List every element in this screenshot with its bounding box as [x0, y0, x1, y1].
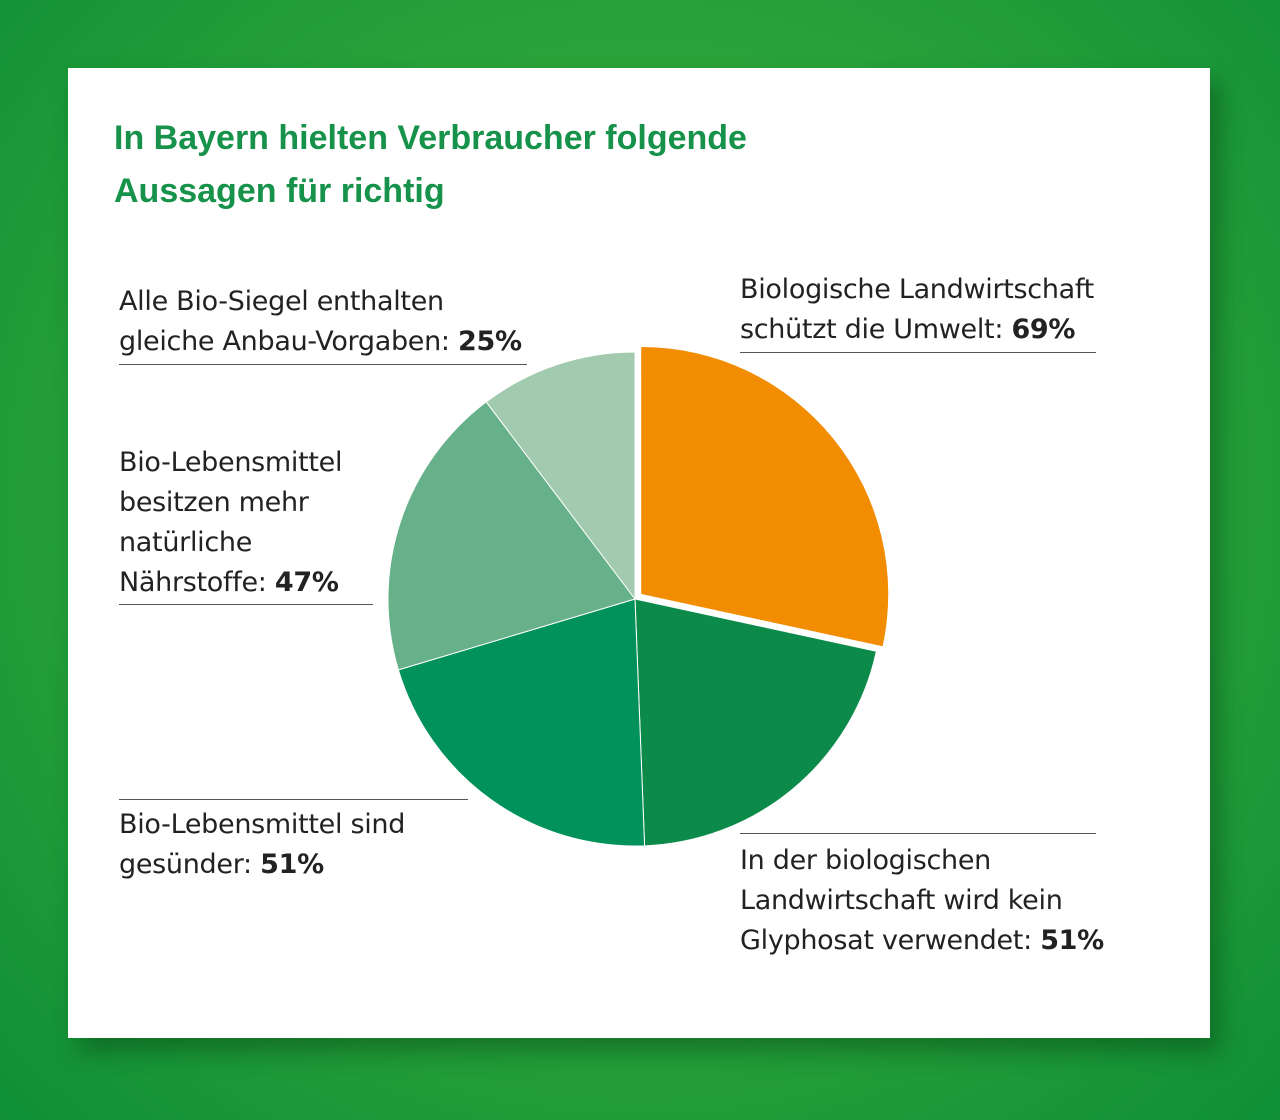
rule-gesuender — [119, 799, 468, 800]
label-naehrstoffe-line-3: natürliche — [119, 527, 253, 558]
label-glyphosat-line-1: In der biologischen — [740, 845, 991, 876]
label-naehrstoffe-line-4: Nährstoffe: — [119, 567, 267, 598]
label-glyphosat-line-2: Landwirtschaft wird kein — [740, 885, 1063, 916]
pie-slice-2 — [634, 598, 877, 847]
label-naehrstoffe: Bio-Lebensmittel besitzen mehr natürlich… — [119, 443, 342, 603]
label-gesuender-line-2: gesünder: — [119, 849, 252, 880]
label-umwelt-line-2: schützt die Umwelt: — [740, 314, 1004, 345]
value-umwelt: 69% — [1011, 314, 1076, 345]
label-siegel: Alle Bio-Siegel enthalten gleiche Anbau-… — [119, 282, 522, 362]
value-gesuender: 51% — [260, 849, 324, 880]
chart-card: In Bayern hielten Verbraucher folgende A… — [68, 68, 1210, 1038]
chart-title: In Bayern hielten Verbraucher folgende A… — [114, 112, 874, 218]
label-glyphosat-line-3: Glyphosat verwendet: — [740, 925, 1032, 956]
rule-umwelt — [740, 352, 1096, 353]
label-siegel-line-2: gleiche Anbau-Vorgaben: — [119, 326, 450, 357]
pie-slice-1 — [641, 346, 889, 647]
label-gesuender: Bio-Lebensmittel sind gesünder: 51% — [119, 805, 405, 885]
value-glyphosat: 51% — [1040, 925, 1104, 956]
value-siegel: 25% — [458, 326, 522, 357]
label-gesuender-line-1: Bio-Lebensmittel sind — [119, 809, 406, 840]
label-umwelt-line-1: Biologische Landwirtschaft — [740, 274, 1094, 305]
value-naehrstoffe: 47% — [274, 567, 339, 598]
title-line-1: In Bayern hielten Verbraucher folgende — [114, 119, 747, 157]
pie-slice-3 — [397, 598, 646, 847]
rule-naehrstoffe — [119, 604, 373, 605]
pie-slice-5 — [485, 351, 636, 601]
label-glyphosat: In der biologischen Landwirtschaft wird … — [740, 841, 1104, 961]
label-naehrstoffe-line-1: Bio-Lebensmittel — [119, 447, 343, 478]
rule-siegel — [119, 364, 527, 365]
title-line-2: Aussagen für richtig — [114, 172, 445, 210]
label-umwelt: Biologische Landwirtschaft schützt die U… — [740, 270, 1094, 350]
label-siegel-line-1: Alle Bio-Siegel enthalten — [119, 286, 444, 317]
label-naehrstoffe-line-2: besitzen mehr — [119, 487, 309, 518]
pie-chart — [387, 346, 889, 847]
pie-slice-4 — [387, 401, 636, 671]
rule-glyphosat — [740, 833, 1096, 834]
